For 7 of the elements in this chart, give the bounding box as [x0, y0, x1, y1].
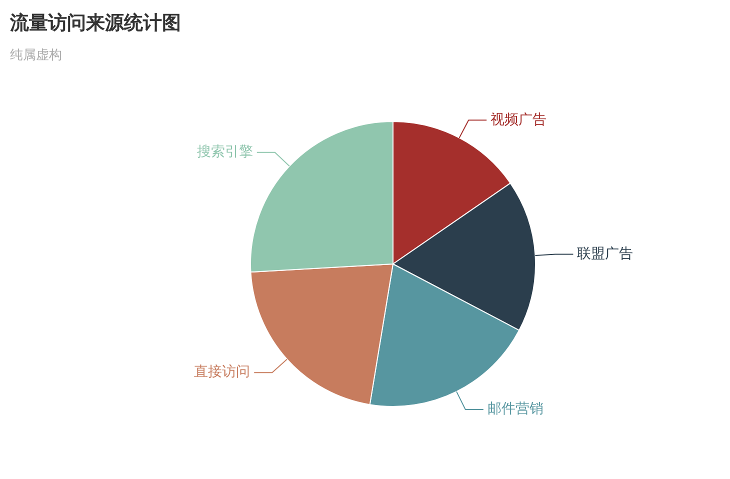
slice-label: 视频广告: [490, 112, 547, 128]
slice-label: 联盟广告: [577, 246, 634, 262]
slice-label: 搜索引擎: [196, 144, 253, 160]
text: 纯属虚构: [10, 47, 62, 64]
slice-label: 邮件营销: [487, 401, 544, 418]
chart-title: 流量访问来源统计图: [10, 11, 181, 36]
slice-label: 直接访问: [194, 364, 250, 380]
